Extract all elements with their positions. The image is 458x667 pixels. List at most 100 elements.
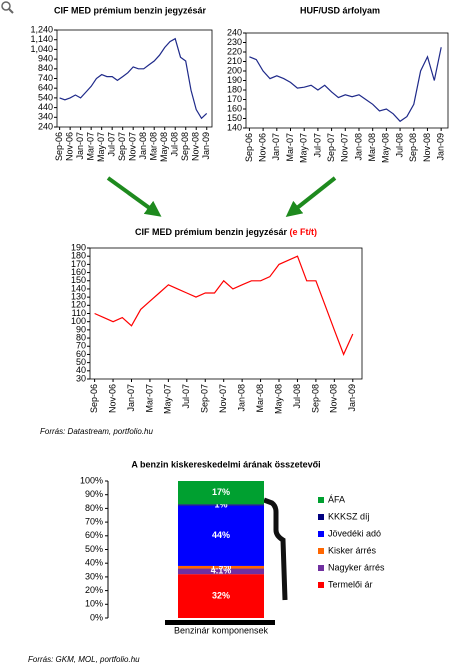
chart-title: A benzin kiskereskedelmi árának összetev… xyxy=(131,459,320,469)
y-tick-label: 60% xyxy=(85,530,103,540)
title-text: CIF MED prémium benzin jegyzésár xyxy=(135,227,288,237)
y-tick-label: 180 xyxy=(227,84,242,94)
y-tick-label: 20% xyxy=(85,585,103,595)
y-tick-label: 120 xyxy=(71,300,86,310)
x-tick-label: Nov-07 xyxy=(340,133,350,162)
y-tick-label: 30 xyxy=(76,373,86,383)
value-label: 32% xyxy=(212,590,230,600)
y-tick-label: 1,140 xyxy=(30,34,53,44)
x-tick-label: Nov-08 xyxy=(422,133,432,162)
chart-title: CIF MED prémium benzin jegyzésár (e Ft/t… xyxy=(135,227,317,237)
legend-label: Kisker árrés xyxy=(328,545,377,555)
data-line xyxy=(94,255,354,356)
y-tick-label: 140 xyxy=(227,122,242,132)
y-tick-label: 80 xyxy=(76,332,86,342)
x-tick-label: Jul-08 xyxy=(292,384,302,409)
y-tick-label: 740 xyxy=(38,73,53,83)
x-tick-label: Mar-08 xyxy=(149,132,159,161)
y-tick-label: 60 xyxy=(76,349,86,359)
bar-segment xyxy=(178,505,264,566)
magnifier-icon xyxy=(1,1,14,14)
y-tick-label: 200 xyxy=(227,65,242,75)
y-tick-label: 30% xyxy=(85,571,103,581)
y-tick-label: 220 xyxy=(227,46,242,56)
x-tick-label: Sep-07 xyxy=(200,384,210,413)
data-line xyxy=(249,47,442,123)
x-tick-label: May-07 xyxy=(299,133,309,163)
y-tick-label: 150 xyxy=(71,275,86,285)
x-tick-label: Jan-09 xyxy=(201,132,211,160)
legend-swatch xyxy=(318,582,324,588)
chart-title: CIF MED prémium benzin jegyzésár xyxy=(54,5,207,15)
y-tick-label: 210 xyxy=(227,56,242,66)
legend-swatch xyxy=(318,565,324,571)
x-tick-label: Sep-08 xyxy=(408,133,418,162)
x-tick-label: Nov-08 xyxy=(329,384,339,413)
y-tick-label: 190 xyxy=(71,242,86,252)
x-tick-label: Jan-09 xyxy=(347,384,357,412)
x-tick-label: Nov-07 xyxy=(218,384,228,413)
y-tick-label: 110 xyxy=(72,308,86,318)
legend-swatch xyxy=(318,497,324,503)
arrow xyxy=(285,176,337,217)
x-tick-label: Jan-07 xyxy=(126,384,136,412)
plot-frame xyxy=(245,32,449,129)
y-tick-label: 160 xyxy=(71,267,86,277)
value-label: 17% xyxy=(212,487,230,497)
x-tick-label: Sep-07 xyxy=(117,132,127,161)
plot-frame xyxy=(89,247,363,380)
y-tick-label: 190 xyxy=(227,75,242,85)
legend-swatch xyxy=(318,531,324,537)
y-tick-label: 170 xyxy=(227,94,242,104)
x-tick-label: Sep-06 xyxy=(244,133,254,162)
x-tick-label: Jan-08 xyxy=(353,133,363,161)
x-tick-label: Sep-08 xyxy=(180,132,190,161)
x-tick-label: Mar-07 xyxy=(285,133,295,162)
bar-segment xyxy=(178,504,264,506)
legend-label: Nagyker árrés xyxy=(328,562,385,572)
value-label: 1% xyxy=(214,499,227,509)
x-tick-label: Benzinár komponensek xyxy=(174,625,269,635)
x-tick-label: Nov-08 xyxy=(191,132,201,161)
y-tick-label: 170 xyxy=(71,259,86,269)
y-tick-label: 0% xyxy=(90,612,103,622)
x-tick-label: Jul-07 xyxy=(312,133,322,158)
bar-segment xyxy=(178,481,264,505)
y-tick-label: 130 xyxy=(71,292,86,302)
value-label: 1.9% xyxy=(211,562,232,572)
x-tick-label: Sep-07 xyxy=(326,133,336,162)
bar-segment xyxy=(178,568,264,575)
y-tick-label: 940 xyxy=(38,53,53,63)
y-tick-label: 90 xyxy=(76,324,86,334)
fuel-hose xyxy=(263,497,288,601)
title-unit: (e Ft/t) xyxy=(290,227,318,237)
y-tick-label: 440 xyxy=(38,102,53,112)
x-tick-label: May-07 xyxy=(96,132,106,162)
y-tick-label: 140 xyxy=(71,283,86,293)
legend-label: Jövedéki adó xyxy=(328,528,381,538)
x-tick-label: May-08 xyxy=(159,132,169,162)
x-tick-label: Nov-06 xyxy=(107,384,117,413)
y-tick-label: 160 xyxy=(227,103,242,113)
legend-label: Termelői ár xyxy=(328,579,373,589)
y-tick-label: 150 xyxy=(227,113,242,123)
y-tick-label: 640 xyxy=(38,83,53,93)
source-note: Forrás: GKM, MOL, portfolio.hu xyxy=(28,655,140,664)
y-tick-label: 80% xyxy=(85,503,103,513)
y-tick-label: 40 xyxy=(76,365,86,375)
chart-title: HUF/USD árfolyam xyxy=(300,5,380,15)
value-label: 4.1% xyxy=(211,566,232,576)
x-tick-label: May-07 xyxy=(163,384,173,414)
x-tick-label: Jan-07 xyxy=(75,132,85,160)
x-tick-label: May-08 xyxy=(381,133,391,163)
x-tick-label: Nov-06 xyxy=(257,133,267,162)
x-tick-label: Jul-07 xyxy=(181,384,191,409)
y-tick-label: 50% xyxy=(85,544,103,554)
data-line xyxy=(59,37,208,120)
y-tick-label: 100% xyxy=(80,475,103,485)
legend-label: KKKSZ díj xyxy=(328,511,370,521)
x-tick-label: Sep-08 xyxy=(310,384,320,413)
y-tick-label: 100 xyxy=(71,316,86,326)
x-tick-label: Mar-07 xyxy=(144,384,154,413)
